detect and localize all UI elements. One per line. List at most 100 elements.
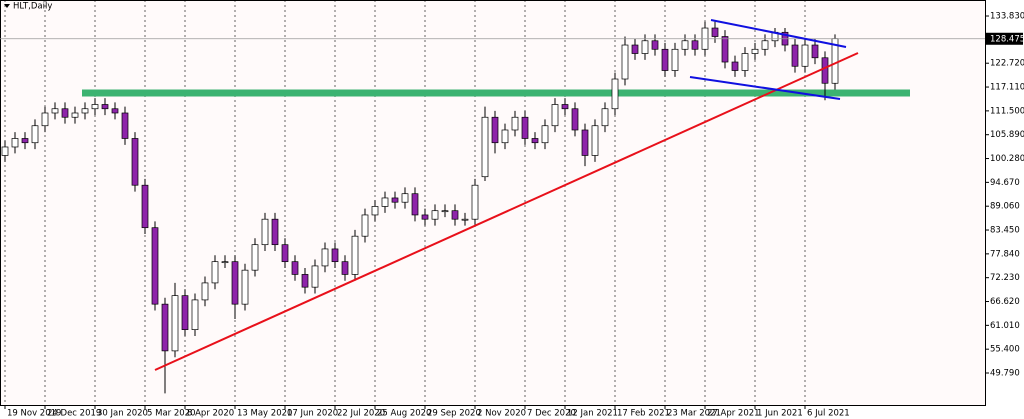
- candle-body: [641, 40, 649, 54]
- candle-body: [651, 40, 659, 50]
- candle-body: [321, 248, 329, 267]
- candle-body: [311, 265, 319, 288]
- channel-lower: [689, 76, 841, 100]
- x-tick-label: 6 Jul 2021: [807, 409, 850, 419]
- x-tick-label: 12 Jan 2021: [567, 409, 618, 419]
- candle-body: [401, 193, 409, 203]
- channel-upper: [710, 19, 847, 48]
- x-tick-label: 17 Feb 2021: [617, 409, 670, 419]
- y-tick-label: 111.500: [990, 106, 1024, 116]
- y-tick-label: 83.450: [990, 226, 1020, 236]
- candle-body: [481, 116, 489, 178]
- candle-body: [331, 248, 339, 263]
- x-tick-label: 30 Jan 2020: [97, 409, 148, 419]
- last-price-box: [986, 32, 1023, 45]
- y-tick-label: 122.720: [990, 59, 1024, 69]
- candle-body: [21, 138, 29, 144]
- candle-body: [611, 78, 619, 110]
- x-tick-label: 5 Mar 2020: [147, 409, 195, 419]
- candle-body: [801, 44, 809, 67]
- candle-body: [441, 210, 449, 213]
- candle-body: [791, 44, 799, 67]
- candle-body: [141, 184, 149, 229]
- candle-body: [31, 125, 39, 144]
- y-tick-label: 94.670: [990, 178, 1020, 188]
- candle-body: [351, 235, 359, 275]
- candle-body: [661, 48, 669, 71]
- candle-body: [431, 210, 439, 220]
- candle-body: [131, 138, 139, 186]
- candle-body: [411, 193, 419, 216]
- candle-body: [301, 274, 309, 288]
- y-tick-label: 72.230: [990, 273, 1020, 283]
- candle-body: [281, 244, 289, 263]
- candle-body: [361, 214, 369, 237]
- candle-body: [721, 36, 729, 63]
- candle-body: [71, 112, 79, 118]
- candle-body: [291, 261, 299, 275]
- last-price-label: 128.475: [990, 34, 1024, 44]
- candle-body: [241, 269, 249, 305]
- y-tick-label: 77.840: [990, 249, 1020, 259]
- candle-body: [341, 261, 349, 275]
- candle-body: [191, 299, 199, 330]
- candle-body: [81, 108, 89, 114]
- x-tick-label: 27 Apr 2021: [707, 409, 760, 419]
- candle-body: [751, 48, 759, 54]
- candle-body: [51, 108, 59, 114]
- candle-body: [231, 261, 239, 305]
- candle-body: [171, 295, 179, 352]
- candle-body: [741, 53, 749, 71]
- candle-body: [371, 206, 379, 216]
- candle-body: [61, 108, 69, 118]
- x-tick-label: 23 Mar 2021: [667, 409, 721, 419]
- candle-body: [681, 40, 689, 50]
- y-tick-label: 55.400: [990, 345, 1020, 355]
- x-tick-label: 25 Aug 2020: [377, 409, 431, 419]
- y-tick-label: 61.010: [990, 321, 1020, 331]
- candle-body: [591, 125, 599, 156]
- candle-body: [691, 40, 699, 50]
- candle-body: [211, 261, 219, 284]
- candle-body: [531, 138, 539, 144]
- y-tick-label: 117.110: [990, 83, 1024, 93]
- candle-body: [561, 104, 569, 110]
- chart-title: HLT,Daily: [13, 2, 52, 12]
- trend-line: [154, 52, 859, 371]
- candle-body: [501, 129, 509, 144]
- candle-body: [91, 104, 99, 110]
- candle-body: [511, 116, 519, 131]
- x-tick-label: 7 Dec 2020: [527, 409, 576, 419]
- y-tick-label: 105.890: [990, 130, 1024, 140]
- candle-body: [471, 184, 479, 220]
- candle-body: [461, 218, 469, 221]
- candle-body: [571, 108, 579, 131]
- x-tick-label: 8 Apr 2020: [187, 409, 234, 419]
- x-tick-label: 1 Jun 2021: [757, 409, 803, 419]
- candle-body: [491, 116, 499, 144]
- candle-body: [451, 210, 459, 220]
- candle-body: [381, 197, 389, 207]
- x-tick-label: 24 Dec 2019: [47, 409, 101, 419]
- candle-body: [581, 129, 589, 156]
- x-tick-label: 17 Jun 2020: [287, 409, 338, 419]
- candle-body: [11, 138, 19, 148]
- candle-body: [421, 214, 429, 220]
- y-tick-label: 89.060: [990, 202, 1020, 212]
- candle-body: [201, 282, 209, 301]
- y-tick-label: 66.620: [990, 297, 1020, 307]
- y-tick-label: 133.830: [990, 12, 1024, 22]
- candle-body: [181, 295, 189, 330]
- candle-body: [821, 57, 829, 84]
- candle-body: [161, 303, 169, 352]
- candle-body: [251, 244, 259, 271]
- candle-body: [671, 48, 679, 71]
- candle-body: [121, 112, 129, 139]
- y-tick-label: 100.280: [990, 154, 1024, 164]
- candle-body: [631, 44, 639, 54]
- menu-triangle: [4, 4, 10, 8]
- candle-body: [391, 197, 399, 203]
- x-tick-label: 19 Nov 2019: [7, 409, 61, 419]
